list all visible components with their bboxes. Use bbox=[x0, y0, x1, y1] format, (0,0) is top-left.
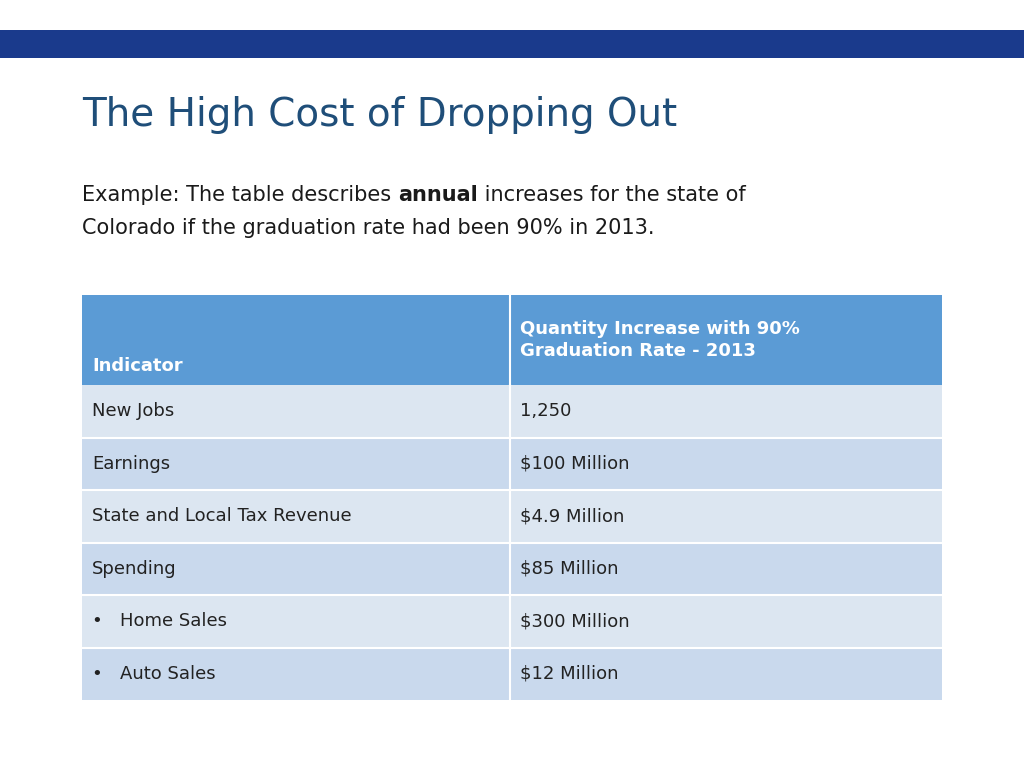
Text: $85 Million: $85 Million bbox=[520, 560, 618, 578]
Text: Quantity Increase with 90%
Graduation Rate - 2013: Quantity Increase with 90% Graduation Ra… bbox=[520, 319, 800, 360]
Text: Earnings: Earnings bbox=[92, 455, 170, 473]
Text: $12 Million: $12 Million bbox=[520, 665, 618, 683]
Text: Indicator: Indicator bbox=[92, 357, 182, 375]
FancyBboxPatch shape bbox=[82, 438, 942, 490]
FancyBboxPatch shape bbox=[0, 30, 1024, 58]
FancyBboxPatch shape bbox=[82, 295, 942, 385]
Text: •   Home Sales: • Home Sales bbox=[92, 612, 227, 631]
FancyBboxPatch shape bbox=[82, 542, 942, 595]
Text: State and Local Tax Revenue: State and Local Tax Revenue bbox=[92, 507, 351, 525]
Text: •   Auto Sales: • Auto Sales bbox=[92, 665, 216, 683]
Text: New Jobs: New Jobs bbox=[92, 402, 174, 420]
FancyBboxPatch shape bbox=[82, 595, 942, 647]
FancyBboxPatch shape bbox=[82, 490, 942, 542]
Text: 1,250: 1,250 bbox=[520, 402, 571, 420]
Text: $100 Million: $100 Million bbox=[520, 455, 630, 473]
Text: Spending: Spending bbox=[92, 560, 176, 578]
FancyBboxPatch shape bbox=[82, 385, 942, 438]
FancyBboxPatch shape bbox=[82, 647, 942, 700]
Text: The High Cost of Dropping Out: The High Cost of Dropping Out bbox=[82, 96, 677, 134]
Text: Colorado if the graduation rate had been 90% in 2013.: Colorado if the graduation rate had been… bbox=[82, 218, 654, 238]
Text: $4.9 Million: $4.9 Million bbox=[520, 507, 625, 525]
Text: $300 Million: $300 Million bbox=[520, 612, 630, 631]
Text: Example: The table describes: Example: The table describes bbox=[82, 185, 397, 205]
Text: increases for the state of: increases for the state of bbox=[477, 185, 745, 205]
Text: annual: annual bbox=[397, 185, 477, 205]
